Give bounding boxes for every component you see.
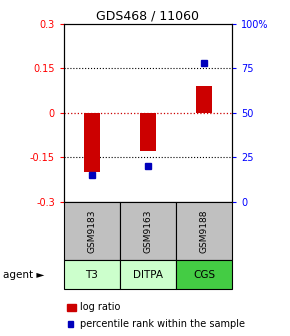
Text: DITPA: DITPA (133, 270, 163, 280)
Text: GSM9188: GSM9188 (200, 209, 209, 253)
Text: T3: T3 (85, 270, 98, 280)
Text: percentile rank within the sample: percentile rank within the sample (80, 319, 245, 329)
Text: GSM9183: GSM9183 (87, 209, 96, 253)
Bar (140, 113, 156, 151)
Bar (84, 113, 100, 172)
Text: GSM9163: GSM9163 (143, 209, 153, 253)
Bar (196, 86, 212, 113)
Text: agent ►: agent ► (3, 270, 44, 280)
Title: GDS468 / 11060: GDS468 / 11060 (96, 9, 200, 23)
Text: log ratio: log ratio (80, 302, 120, 312)
Text: CGS: CGS (193, 270, 215, 280)
